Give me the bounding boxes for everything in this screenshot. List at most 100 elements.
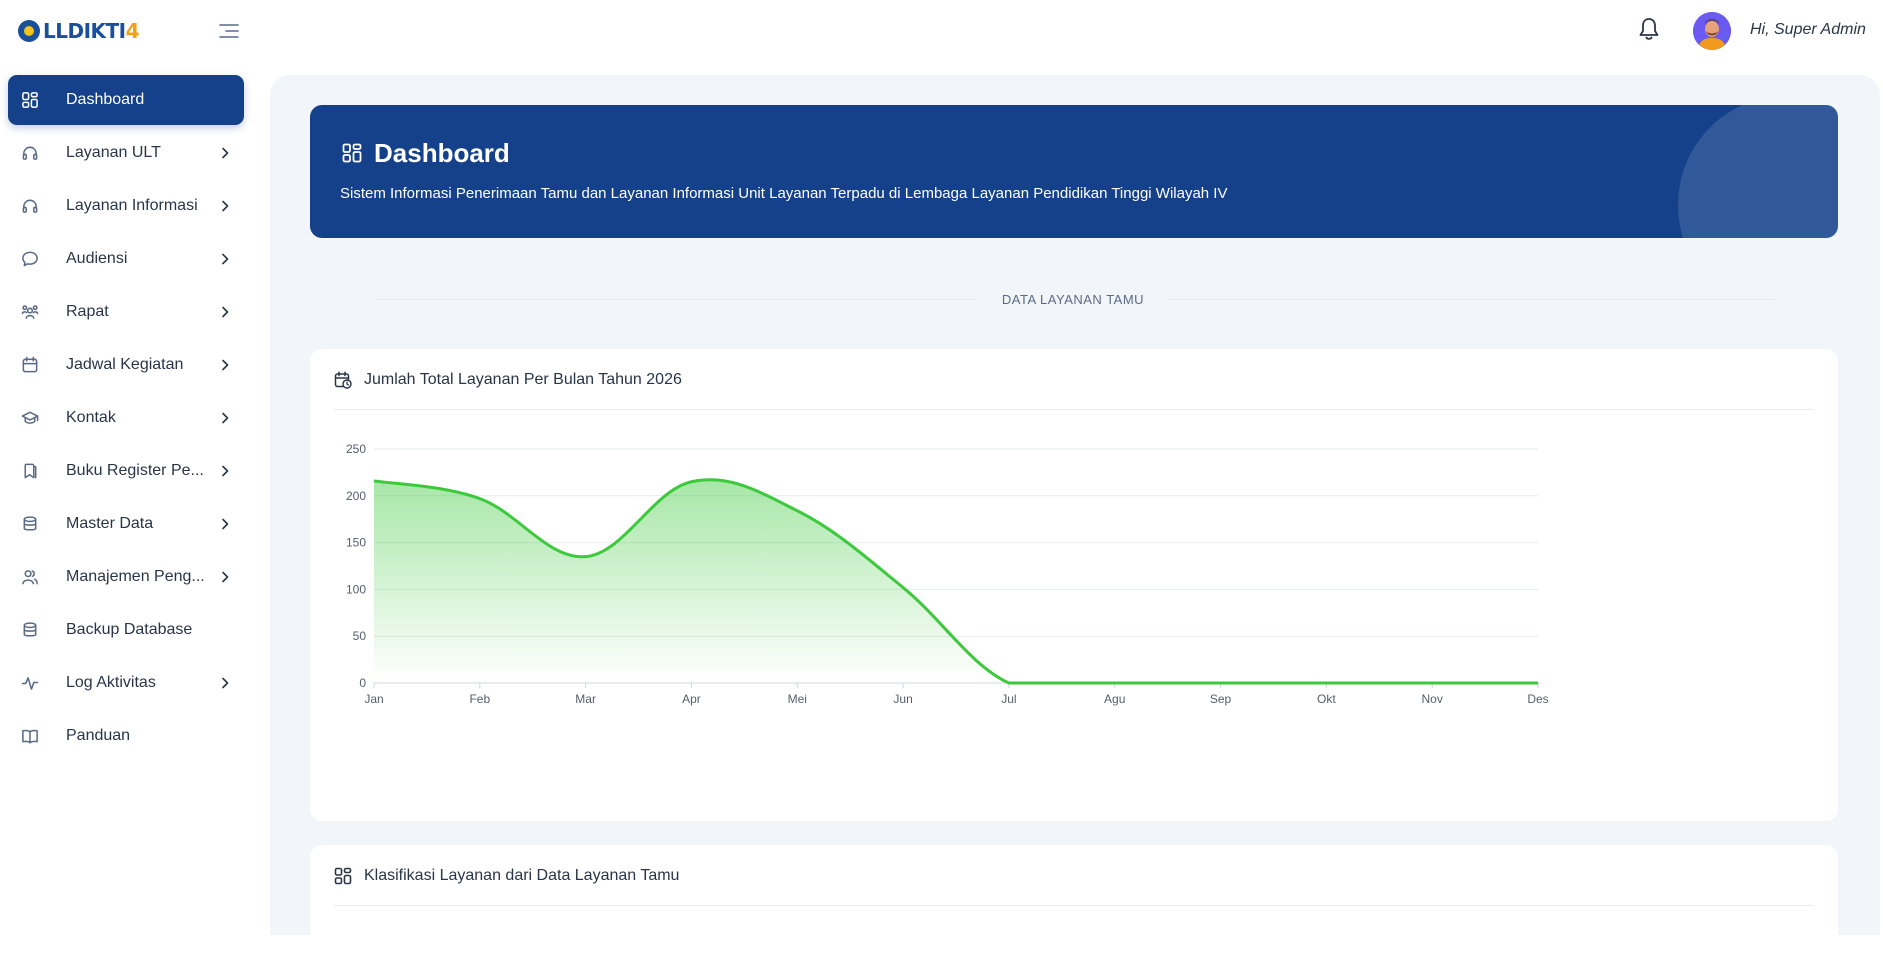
sidebar-item-label: Layanan ULT: [66, 144, 161, 161]
x-tick-label: Jul: [1001, 692, 1016, 706]
sidebar-item-rapat[interactable]: Rapat: [8, 287, 244, 337]
klasifikasi-title: Klasifikasi Layanan dari Data Layanan Ta…: [364, 867, 680, 884]
card-divider: [334, 905, 1814, 906]
book-icon: [22, 729, 38, 744]
sidebar-item-label: Master Data: [66, 515, 154, 532]
sidebar-item-log-aktivitas[interactable]: Log Aktivitas: [8, 658, 244, 708]
chevron-right-icon: [222, 518, 229, 530]
chevron-right-icon: [222, 677, 229, 689]
sidebar-item-label: Layanan Informasi: [66, 197, 198, 214]
y-tick-label: 0: [359, 676, 366, 690]
users-group-icon: [21, 305, 39, 319]
sidebar-item-buku-register-pe[interactable]: Buku Register Pe...: [8, 446, 244, 496]
sidebar-item-kontak[interactable]: Kontak: [8, 393, 244, 443]
main-content: Dashboard Sistem Informasi Penerimaan Ta…: [270, 75, 1880, 965]
school-icon: [21, 411, 39, 424]
sidebar: LLDIKTI 4 Dashboard Layanan ULT Layanan In…: [0, 0, 270, 911]
x-tick-label: Mei: [788, 692, 807, 706]
calendar-icon: [22, 356, 38, 373]
sidebar-item-master-data[interactable]: Master Data: [8, 499, 244, 549]
chart-card-header: Jumlah Total Layanan Per Bulan Tahun 202…: [334, 371, 682, 389]
klasifikasi-card: Klasifikasi Layanan dari Data Layanan Ta…: [310, 845, 1838, 965]
sidebar-item-label: Backup Database: [66, 621, 193, 638]
data-point: [690, 481, 692, 483]
chevron-right-icon: [222, 571, 229, 583]
chevron-right-icon: [222, 412, 229, 424]
series-area: [374, 479, 1538, 683]
data-point: [1325, 682, 1327, 684]
data-point: [1220, 682, 1222, 684]
sidebar-item-label: Audiensi: [66, 250, 128, 267]
dashboard-banner: Dashboard Sistem Informasi Penerimaan Ta…: [310, 105, 1838, 238]
menu-toggle-icon[interactable]: [218, 22, 240, 40]
x-tick-label: Jan: [364, 692, 383, 706]
chevron-right-icon: [222, 306, 229, 318]
chevron-right-icon: [222, 147, 229, 159]
sidebar-item-label: Kontak: [66, 409, 116, 426]
x-tick-label: Apr: [682, 692, 701, 706]
sidebar-item-manajemen-peng[interactable]: Manajemen Peng...: [8, 552, 244, 602]
sidebar-item-label: Rapat: [66, 303, 109, 320]
sidebar-item-label: Dashboard: [66, 91, 145, 108]
sidebar-item-backup-database[interactable]: Backup Database: [8, 605, 244, 655]
x-tick-label: Sep: [1210, 692, 1232, 706]
sidebar-item-panduan[interactable]: Panduan: [8, 711, 244, 761]
x-tick-label: Feb: [469, 692, 490, 706]
data-point: [1114, 682, 1116, 684]
tut-wuri-logo-icon: [18, 20, 40, 42]
sidebar-item-layanan-ult[interactable]: Layanan ULT: [8, 128, 244, 178]
notification-bell-icon[interactable]: [1637, 16, 1661, 42]
sidebar-item-layanan-informasi[interactable]: Layanan Informasi: [8, 181, 244, 231]
database-icon: [23, 516, 37, 531]
page-title: Dashboard: [374, 138, 510, 168]
brand-logo[interactable]: LLDIKTI 4: [18, 18, 140, 44]
sidebar-item-audiensi[interactable]: Audiensi: [8, 234, 244, 284]
sidebar-item-label: Log Aktivitas: [66, 674, 156, 691]
x-tick-label: Okt: [1317, 692, 1336, 706]
chevron-right-icon: [222, 200, 229, 212]
klasifikasi-card-header: Klasifikasi Layanan dari Data Layanan Ta…: [334, 867, 679, 885]
brand-name: LLDIKTI: [43, 19, 126, 43]
sidebar-item-jadwal-kegiatan[interactable]: Jadwal Kegiatan: [8, 340, 244, 390]
chevron-right-icon: [222, 465, 229, 477]
banner-decoration: [1678, 105, 1838, 238]
chart-card: Jumlah Total Layanan Per Bulan Tahun 202…: [310, 349, 1838, 821]
x-tick-label: Nov: [1422, 692, 1443, 706]
data-point: [1537, 682, 1539, 684]
dashboard-icon: [342, 143, 362, 163]
data-point: [585, 556, 587, 558]
user-avatar[interactable]: [1693, 12, 1731, 50]
data-point: [479, 498, 481, 500]
sidebar-item-label: Panduan: [66, 727, 131, 744]
y-tick-label: 100: [346, 582, 366, 596]
y-tick-label: 150: [346, 536, 366, 550]
data-point: [1431, 682, 1433, 684]
x-tick-label: Agu: [1104, 692, 1125, 706]
data-point: [902, 587, 904, 589]
sidebar-item-label: Buku Register Pe...: [66, 462, 204, 479]
bookmark-icon: [24, 463, 37, 479]
chart-title: Jumlah Total Layanan Per Bulan Tahun 202…: [364, 371, 682, 388]
x-tick-label: Jun: [893, 692, 912, 706]
data-point: [1008, 682, 1010, 684]
database-icon: [23, 622, 37, 637]
x-tick-label: Des: [1527, 692, 1548, 706]
avatar-face-icon: [1693, 12, 1731, 50]
sidebar-item-label: Manajemen Peng...: [66, 568, 205, 585]
user-greeting[interactable]: Hi, Super Admin: [1750, 21, 1866, 38]
card-divider: [334, 409, 1814, 410]
page-subtitle: Sistem Informasi Penerimaan Tamu dan Lay…: [340, 185, 1228, 202]
chevron-right-icon: [222, 359, 229, 371]
chat-icon: [22, 251, 38, 267]
data-point: [796, 510, 798, 512]
users-icon: [22, 570, 38, 585]
x-tick-label: Mar: [575, 692, 596, 706]
section-label: DATA LAYANAN TAMU: [978, 282, 1168, 316]
sidebar-item-dashboard[interactable]: Dashboard: [8, 75, 244, 125]
chevron-right-icon: [222, 253, 229, 265]
dashboard-icon: [22, 92, 38, 108]
sidebar-item-label: Jadwal Kegiatan: [66, 356, 184, 373]
y-tick-label: 50: [353, 629, 367, 643]
sidebar-nav: Dashboard Layanan ULT Layanan Informasi Aud…: [8, 75, 244, 764]
y-tick-label: 200: [346, 489, 366, 503]
